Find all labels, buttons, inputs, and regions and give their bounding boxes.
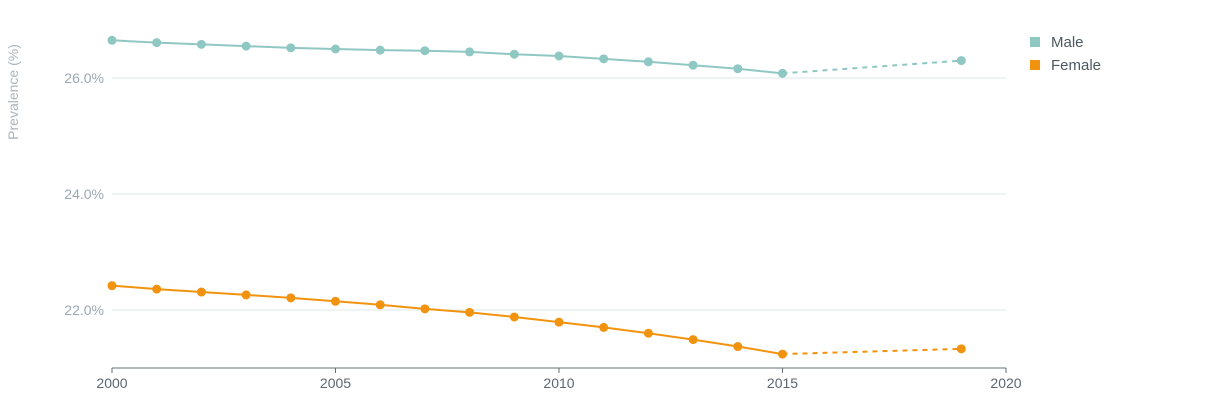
y-tick-label: 22.0% [64, 302, 104, 318]
y-tick-label: 24.0% [64, 186, 104, 202]
data-point[interactable] [107, 281, 117, 291]
data-point[interactable] [688, 335, 698, 345]
data-point[interactable] [509, 49, 519, 59]
data-point[interactable] [375, 300, 385, 310]
data-point[interactable] [241, 290, 251, 300]
legend-swatch [1030, 60, 1040, 70]
legend-label[interactable]: Male [1051, 34, 1084, 51]
y-axis-tick-labels: 22.0% 24.0% 26.0% [64, 70, 104, 318]
data-point[interactable] [733, 64, 743, 74]
series-line [111, 284, 783, 356]
data-point[interactable] [643, 57, 653, 67]
data-point[interactable] [778, 68, 787, 78]
data-point[interactable] [420, 304, 430, 314]
data-point[interactable] [241, 41, 251, 51]
data-point[interactable] [375, 45, 385, 55]
data-point[interactable] [688, 60, 698, 70]
data-point[interactable] [599, 322, 609, 332]
series-projection-line [782, 347, 962, 356]
data-point[interactable] [331, 296, 340, 306]
data-point[interactable] [107, 35, 117, 45]
data-point[interactable] [509, 312, 519, 322]
x-tick-label: 2020 [990, 375, 1021, 391]
data-point[interactable] [465, 307, 475, 317]
data-point[interactable] [956, 344, 966, 354]
data-point[interactable] [778, 349, 787, 359]
series-projection-line [782, 59, 962, 75]
x-tick-label: 2010 [543, 375, 574, 391]
x-axis-tick-labels: 2000 2005 2010 2015 2020 [96, 368, 1022, 391]
data-point[interactable] [733, 342, 743, 352]
data-point[interactable] [196, 287, 206, 297]
data-point[interactable] [152, 284, 162, 294]
series-female [107, 281, 966, 359]
series-group [107, 35, 966, 359]
x-tick-label: 2005 [320, 375, 351, 391]
data-point[interactable] [286, 43, 296, 53]
gridlines [112, 77, 1006, 311]
y-axis-title: Prevalence (%) [5, 44, 21, 140]
data-point[interactable] [554, 51, 564, 61]
data-point[interactable] [331, 44, 340, 54]
data-point[interactable] [196, 39, 206, 49]
x-tick-label: 2015 [767, 375, 798, 391]
y-tick-label: 26.0% [64, 70, 104, 86]
legend-label[interactable]: Female [1051, 57, 1101, 74]
data-point[interactable] [152, 38, 162, 48]
data-point[interactable] [643, 328, 653, 338]
data-point[interactable] [420, 46, 430, 56]
data-point[interactable] [599, 54, 609, 64]
x-tick-label: 2000 [96, 375, 127, 391]
series-male [107, 35, 966, 78]
data-point[interactable] [554, 317, 564, 327]
series-line [111, 39, 783, 75]
legend: Male Female [1030, 34, 1101, 74]
legend-swatch [1030, 37, 1040, 47]
data-point[interactable] [286, 293, 296, 303]
data-point[interactable] [956, 56, 966, 66]
data-point[interactable] [465, 47, 475, 57]
